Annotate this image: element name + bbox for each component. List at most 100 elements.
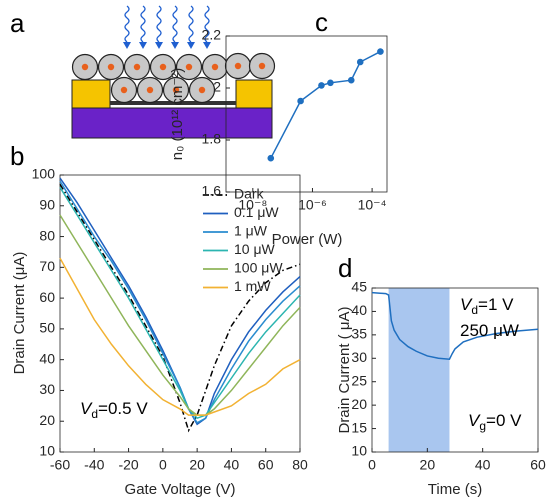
- annotation-sub: g: [479, 419, 486, 433]
- annotation-text: =1 V: [478, 295, 514, 314]
- annotation-text: 250 μW: [460, 321, 519, 340]
- core: [234, 62, 242, 70]
- light-wave: [204, 5, 210, 43]
- core: [172, 86, 180, 94]
- y-tick-label: 40: [39, 350, 55, 366]
- x-tick-label: 60: [530, 457, 546, 473]
- annotation-var: V: [80, 399, 93, 418]
- y-tick-label: 90: [39, 196, 55, 212]
- arrow-head: [139, 42, 147, 49]
- light-wave: [156, 5, 162, 43]
- plot-frame: [59, 174, 301, 453]
- data-point: [267, 154, 275, 162]
- y-tick-label: 2.2: [202, 27, 222, 43]
- panel-label: b: [10, 141, 24, 171]
- x-tick-label: -20: [118, 457, 138, 473]
- arrow-head: [171, 42, 179, 49]
- y-tick-label: 20: [351, 396, 367, 412]
- x-tick-label: -60: [50, 457, 70, 473]
- x-tick-label: 0: [159, 457, 167, 473]
- panel-label: c: [315, 7, 328, 37]
- y-tick-label: 35: [351, 326, 367, 342]
- legend-label: 1 mW: [234, 278, 271, 294]
- x-tick-label: 0: [368, 457, 376, 473]
- light-wave: [188, 5, 194, 43]
- x-tick-label: 40: [475, 457, 491, 473]
- light-wave: [124, 5, 130, 43]
- y-tick-label: 80: [39, 227, 55, 243]
- core: [185, 63, 193, 71]
- data-point: [377, 48, 384, 55]
- core: [258, 62, 266, 70]
- annotation: Vd=1 V: [460, 295, 514, 317]
- core: [133, 63, 141, 71]
- y-tick-label: 10: [39, 443, 55, 459]
- legend-label: 100 μW: [234, 260, 283, 276]
- legend-label: 0.1 μW: [234, 204, 279, 220]
- arrow-head: [155, 42, 163, 49]
- annotation-sub: d: [471, 303, 478, 317]
- y-tick-label: 100: [32, 166, 56, 182]
- x-tick-label: 10⁻⁸: [238, 197, 267, 213]
- data-point: [356, 58, 364, 66]
- panel-label: a: [10, 8, 25, 38]
- y-axis-label: Drain Current ( μA): [336, 306, 353, 433]
- highlight: [388, 288, 450, 452]
- annotation-text: =0.5 V: [98, 399, 148, 418]
- y-axis-label: n₀ (10¹² cm⁻²): [169, 68, 186, 160]
- x-tick-label: 60: [258, 457, 274, 473]
- y-tick-label: 10: [351, 443, 367, 459]
- nanocrystals: [71, 52, 276, 104]
- core: [159, 63, 167, 71]
- plot-frame: [371, 287, 539, 453]
- electrode: [235, 79, 273, 109]
- y-tick-label: 50: [39, 320, 55, 336]
- data-line: [59, 183, 301, 433]
- core: [198, 86, 206, 94]
- y-tick-label: 15: [351, 419, 367, 435]
- y-tick-label: 30: [39, 381, 55, 397]
- y-tick-label: 1.8: [202, 131, 222, 147]
- annotation-sub: d: [91, 407, 98, 421]
- x-axis-label: Gate Voltage (V): [125, 481, 236, 497]
- x-axis-label: Time (s): [428, 481, 482, 497]
- y-tick-label: 2: [213, 79, 221, 95]
- x-tick-label: 20: [189, 457, 205, 473]
- annotation: 250 μW: [460, 321, 519, 340]
- x-tick-label: 10⁻⁶: [298, 197, 327, 213]
- core: [107, 63, 115, 71]
- arrow-head: [187, 42, 195, 49]
- core: [120, 86, 128, 94]
- y-tick-label: 25: [351, 372, 367, 388]
- data-line: [59, 257, 301, 416]
- data-line: [371, 291, 539, 361]
- data-line: [270, 50, 381, 159]
- schematic: [71, 5, 276, 139]
- y-tick-label: 60: [39, 289, 55, 305]
- x-axis-label: Power (W): [272, 231, 343, 248]
- panel-label: d: [338, 253, 352, 283]
- x-tick-label: -40: [84, 457, 104, 473]
- core: [146, 86, 154, 94]
- data-point: [297, 97, 304, 105]
- data-point: [318, 82, 325, 89]
- channel: [110, 101, 236, 105]
- plot-frame: [225, 35, 388, 193]
- legend-label: 1 μW: [234, 223, 268, 239]
- annotation-text: =0 V: [486, 411, 522, 430]
- arrow-head: [123, 42, 131, 49]
- data-line: [59, 214, 301, 416]
- y-axis-label: Drain Current (μA): [11, 252, 28, 375]
- light-wave: [172, 5, 178, 43]
- y-tick-label: 45: [351, 279, 367, 295]
- core: [211, 63, 219, 71]
- x-tick-label: 80: [292, 457, 308, 473]
- x-tick-label: 10⁻⁴: [358, 197, 387, 213]
- light: [123, 5, 211, 49]
- y-tick-label: 30: [351, 349, 367, 365]
- annotation-var: V: [468, 411, 481, 430]
- y-tick-label: 1.6: [202, 183, 222, 199]
- y-tick-label: 20: [39, 412, 55, 428]
